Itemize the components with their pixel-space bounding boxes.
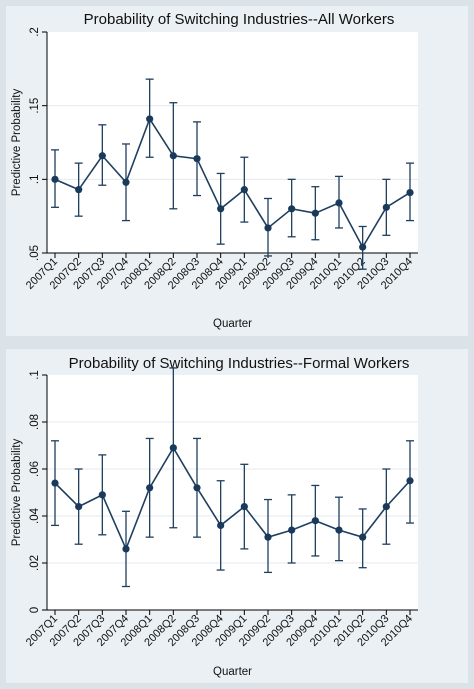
data-point <box>169 152 177 160</box>
data-point <box>51 175 59 183</box>
y-axis-label: Predictive Probability <box>11 439 23 547</box>
data-point <box>217 521 225 530</box>
data-point <box>382 203 390 211</box>
y-tick-label: .1 <box>29 370 41 380</box>
data-point <box>406 188 414 197</box>
data-point <box>51 479 59 487</box>
y-tick-label: 0 <box>29 607 41 613</box>
data-point <box>359 243 367 251</box>
x-axis-label: Quarter <box>213 666 252 678</box>
data-point <box>335 526 343 534</box>
data-point <box>382 503 390 511</box>
data-point <box>311 209 319 217</box>
data-point <box>75 186 83 194</box>
data-point <box>146 484 154 492</box>
data-point <box>359 533 367 541</box>
plot-area <box>47 375 418 610</box>
chart-title: Probability of Switching Industries--For… <box>69 355 410 372</box>
series-line <box>54 446 411 551</box>
y-tick-label: .08 <box>29 414 41 430</box>
data-point <box>75 503 83 511</box>
y-tick-label: .04 <box>29 507 41 524</box>
data-point <box>335 199 343 207</box>
chart-all-workers: Probability of Switching Industries--All… <box>6 6 468 336</box>
data-point <box>122 178 130 186</box>
y-axis-label: Predictive Probability <box>11 89 23 197</box>
y-tick-label: .05 <box>29 245 41 261</box>
plot-area <box>47 32 418 253</box>
data-point <box>193 155 201 163</box>
y-tick-label: .15 <box>29 98 41 114</box>
data-point <box>98 152 106 160</box>
chart-title: Probability of Switching Industries--All… <box>84 11 395 28</box>
data-point <box>288 205 296 213</box>
x-axis-label: Quarter <box>213 318 252 330</box>
data-point <box>264 224 272 232</box>
series-line <box>54 117 411 249</box>
data-point <box>311 517 319 525</box>
y-tick-label: .02 <box>29 555 41 571</box>
data-point <box>240 186 248 194</box>
chart-formal-workers: Probability of Switching Industries--For… <box>6 349 468 683</box>
data-point <box>146 115 154 123</box>
data-point <box>264 533 272 541</box>
y-tick-label: .06 <box>29 461 41 477</box>
data-point <box>288 526 296 534</box>
data-point <box>98 491 106 499</box>
data-point <box>193 484 201 492</box>
data-point <box>406 477 414 485</box>
data-point <box>122 545 130 553</box>
y-tick-label: .1 <box>29 175 41 185</box>
data-point <box>217 205 225 213</box>
data-point <box>240 503 248 511</box>
y-tick-label: .2 <box>29 27 41 37</box>
data-point <box>169 444 177 452</box>
